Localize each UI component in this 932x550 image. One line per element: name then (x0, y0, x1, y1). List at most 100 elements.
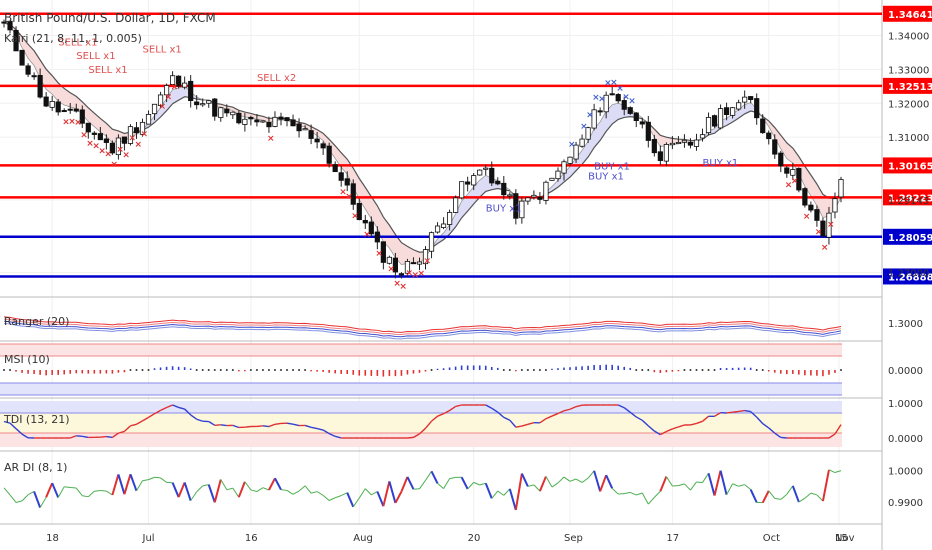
bearish-marker: × (104, 150, 112, 160)
bearish-candle (784, 167, 790, 174)
bullish-candle (705, 117, 712, 134)
tdi-segment (274, 422, 282, 425)
time-tick-label: 18 (46, 533, 59, 544)
ardi-segment (533, 484, 541, 492)
bullish-candle (446, 212, 453, 225)
ardi-title: AR DI (8, 1) (4, 461, 67, 474)
bullish-candle (386, 256, 392, 264)
ardi-segment (310, 491, 318, 494)
bullish-candle (549, 177, 555, 181)
bullish-candle (585, 127, 591, 140)
bearish-candle (278, 116, 284, 120)
bearish-candle (820, 220, 826, 237)
tdi-title: TDI (13, 21) (3, 413, 70, 426)
bearish-candle (248, 116, 254, 120)
ardi-segment (443, 478, 451, 489)
msi-dot (502, 369, 505, 371)
time-tick-label: Aug (353, 533, 373, 544)
ardi-segment (394, 491, 403, 504)
bullish-candle (717, 108, 724, 129)
bullish-candle (428, 232, 435, 252)
tdi-segment (738, 409, 745, 413)
ardi-segment (449, 476, 456, 480)
ardi-segment (268, 477, 276, 491)
ardi-segment (479, 482, 486, 486)
ardi-segment (171, 482, 180, 498)
ardi-segment (148, 476, 155, 481)
ranger-line (3, 320, 842, 338)
tdi-segment (756, 416, 764, 425)
tdi-segment (413, 433, 420, 438)
ardi-segment (780, 493, 788, 500)
ardi-segment (406, 476, 415, 490)
ardi-segment (768, 490, 776, 499)
bullish-candle (826, 212, 832, 238)
ardi-segment (791, 485, 800, 503)
bullish-candle (440, 223, 447, 228)
ardi-segment (244, 481, 252, 491)
msi-dot (695, 369, 698, 371)
bullish-candle (163, 85, 170, 96)
ardi-segment (129, 473, 138, 492)
bearish-candle (25, 65, 31, 75)
ardi-segment (256, 487, 264, 492)
tdi-segment (310, 426, 318, 430)
msi-dot (141, 369, 144, 371)
ardi-segment (274, 477, 282, 491)
ardi-segment (3, 487, 11, 496)
price-tick-label: 1.31000 (888, 133, 929, 144)
tdi-segment (750, 411, 758, 418)
bearish-marker: × (68, 117, 76, 127)
pane-separators (0, 0, 883, 550)
bearish-candle (296, 123, 302, 132)
bullish-marker: × (568, 140, 576, 150)
bearish-candle (266, 121, 272, 128)
tdi-segment (220, 424, 227, 427)
ardi-segment (551, 482, 559, 488)
bearish-candle (362, 220, 368, 224)
tdi-segment (100, 435, 107, 438)
bearish-candle (290, 119, 296, 127)
bearish-candle (43, 96, 49, 107)
price-tick-label: 1.27000 (888, 269, 929, 280)
bearish-marker: × (405, 268, 413, 278)
msi-dot (532, 369, 535, 371)
signal-label: SELL x2 (257, 73, 296, 84)
tdi-segment (136, 420, 143, 425)
tdi-segment (232, 424, 240, 429)
bullish-candle (302, 128, 308, 131)
bullish-candle (525, 197, 531, 202)
msi-dot (755, 369, 758, 371)
bearish-candle (465, 181, 471, 185)
tdi-segment (130, 423, 137, 427)
tdi-segment (82, 435, 89, 439)
tdi-segment (702, 415, 709, 422)
bearish-marker: × (345, 192, 353, 202)
bearish-marker: × (159, 102, 167, 112)
bearish-candle (236, 112, 242, 124)
time-tick-label: 16 (245, 533, 258, 544)
price-tick-label: 1.33000 (888, 65, 929, 76)
bearish-marker: × (98, 147, 106, 157)
ardi-segment (557, 476, 565, 484)
tdi-segment (190, 414, 198, 420)
bullish-candle (603, 94, 609, 113)
bullish-marker: × (604, 78, 612, 88)
bullish-candle (591, 109, 597, 129)
tdi-segment (21, 433, 29, 439)
bearish-candle (133, 127, 140, 134)
bullish-candle (681, 139, 688, 143)
tdi-segment (244, 425, 251, 428)
axes: 1.34000 1.33000 1.32000 1.31000 1.29143 1.270… (46, 31, 929, 544)
time-tick-label: Nov (835, 533, 855, 544)
ardi-segment (9, 494, 17, 503)
bullish-candle (736, 102, 742, 110)
bearish-candle (332, 164, 338, 173)
ardi-segment (467, 482, 475, 490)
bearish-marker: × (134, 140, 142, 150)
tdi-segment (678, 424, 685, 428)
bearish-candle (212, 98, 218, 117)
bearish-marker: × (393, 279, 401, 289)
msi-dot (430, 369, 433, 371)
